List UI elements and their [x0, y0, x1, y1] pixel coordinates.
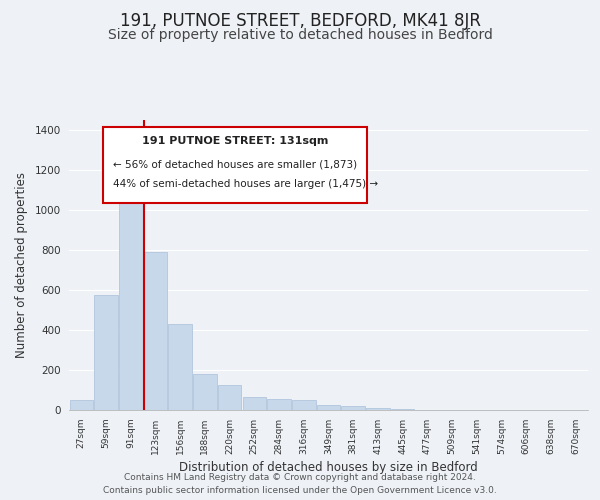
Bar: [317, 405, 340, 410]
Bar: [341, 406, 365, 410]
Bar: [268, 399, 291, 410]
Bar: [169, 324, 192, 410]
Y-axis label: Number of detached properties: Number of detached properties: [15, 172, 28, 358]
Bar: [218, 385, 241, 410]
Bar: [144, 252, 167, 410]
Text: 191 PUTNOE STREET: 131sqm: 191 PUTNOE STREET: 131sqm: [142, 136, 328, 146]
Bar: [193, 374, 217, 410]
X-axis label: Distribution of detached houses by size in Bedford: Distribution of detached houses by size …: [179, 461, 478, 474]
Text: ← 56% of detached houses are smaller (1,873): ← 56% of detached houses are smaller (1,…: [113, 159, 357, 169]
Bar: [70, 400, 93, 410]
Bar: [242, 397, 266, 410]
Text: Size of property relative to detached houses in Bedford: Size of property relative to detached ho…: [107, 28, 493, 42]
FancyBboxPatch shape: [103, 127, 367, 202]
Bar: [391, 409, 415, 410]
Text: Contains public sector information licensed under the Open Government Licence v3: Contains public sector information licen…: [103, 486, 497, 495]
Bar: [119, 202, 143, 410]
Text: Contains HM Land Registry data © Crown copyright and database right 2024.: Contains HM Land Registry data © Crown c…: [124, 472, 476, 482]
Text: 44% of semi-detached houses are larger (1,475) →: 44% of semi-detached houses are larger (…: [113, 180, 378, 190]
Bar: [292, 400, 316, 410]
Text: 191, PUTNOE STREET, BEDFORD, MK41 8JR: 191, PUTNOE STREET, BEDFORD, MK41 8JR: [119, 12, 481, 30]
Bar: [366, 408, 389, 410]
Bar: [94, 295, 118, 410]
